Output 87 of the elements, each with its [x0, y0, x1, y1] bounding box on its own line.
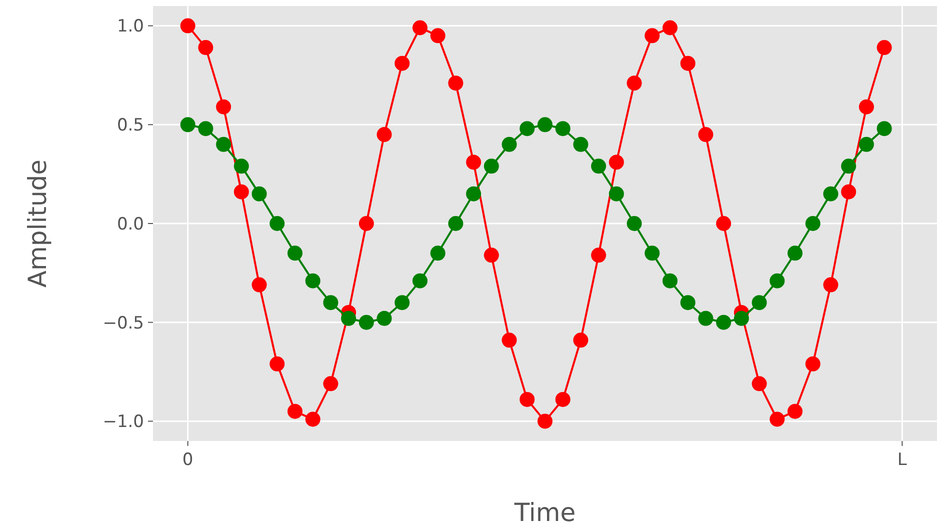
point [805, 356, 820, 372]
point [412, 20, 428, 36]
point [788, 404, 803, 419]
point [805, 216, 820, 231]
x-tick-label: L [897, 450, 908, 470]
point [716, 314, 732, 330]
point [216, 136, 232, 152]
point [394, 295, 410, 310]
point [823, 186, 838, 202]
point [752, 376, 767, 392]
point [287, 404, 302, 419]
point [770, 273, 785, 288]
point [234, 158, 249, 174]
point [198, 121, 214, 136]
point [252, 277, 267, 292]
x-axis-title: Time [513, 498, 576, 527]
point [484, 248, 499, 263]
point [448, 76, 464, 91]
point [626, 76, 642, 91]
point [698, 127, 714, 142]
point [644, 246, 660, 261]
point [841, 158, 856, 174]
point [448, 216, 464, 231]
point [876, 121, 892, 136]
point [644, 28, 660, 44]
point [573, 136, 588, 152]
point [466, 154, 482, 170]
point [662, 20, 678, 36]
point [858, 99, 874, 114]
point [270, 356, 285, 372]
point [358, 314, 374, 330]
point [698, 310, 714, 326]
y-tick-label: 1.0 [116, 16, 144, 37]
point [323, 295, 338, 310]
y-tick-label: −1.0 [102, 412, 144, 432]
point [520, 121, 535, 136]
point [734, 310, 749, 326]
point [841, 184, 856, 200]
point [591, 248, 606, 263]
point [270, 216, 285, 231]
point [376, 127, 392, 142]
point [234, 184, 249, 200]
point [538, 117, 552, 132]
point [305, 273, 320, 288]
point [252, 186, 267, 202]
point [573, 332, 588, 348]
point [591, 158, 606, 174]
point [180, 117, 196, 132]
point [770, 412, 785, 427]
point [376, 310, 392, 326]
y-tick-label: 0.5 [116, 116, 144, 136]
point [502, 332, 517, 348]
point [466, 186, 482, 202]
point [662, 273, 678, 288]
y-axis-title: Amplitude [23, 159, 52, 288]
point [430, 246, 446, 261]
point [680, 295, 696, 310]
point [341, 310, 356, 326]
point [358, 216, 374, 231]
point [430, 28, 446, 44]
point [788, 246, 803, 261]
point [412, 273, 428, 288]
point [626, 216, 642, 231]
point [555, 392, 570, 407]
point [876, 40, 892, 56]
point [216, 99, 232, 114]
point [502, 136, 517, 152]
point [484, 158, 499, 174]
y-tick-label: −0.5 [102, 313, 144, 334]
y-tick-label: 0.0 [116, 214, 144, 234]
point [180, 18, 196, 34]
point [287, 246, 302, 261]
point [538, 414, 552, 429]
x-tick-label: 0 [182, 450, 194, 470]
point [555, 121, 570, 136]
point [680, 56, 696, 71]
point [394, 56, 410, 71]
point [716, 216, 732, 231]
point [323, 376, 338, 392]
point [520, 392, 535, 407]
point [858, 136, 874, 152]
point [198, 40, 214, 56]
point [752, 295, 767, 310]
point [823, 277, 838, 292]
point [608, 154, 624, 170]
point [608, 186, 624, 202]
point [305, 412, 320, 427]
